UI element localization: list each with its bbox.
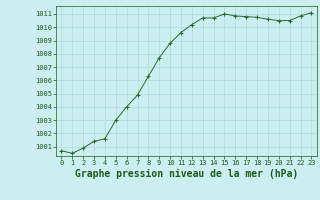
X-axis label: Graphe pression niveau de la mer (hPa): Graphe pression niveau de la mer (hPa) [75, 169, 298, 179]
